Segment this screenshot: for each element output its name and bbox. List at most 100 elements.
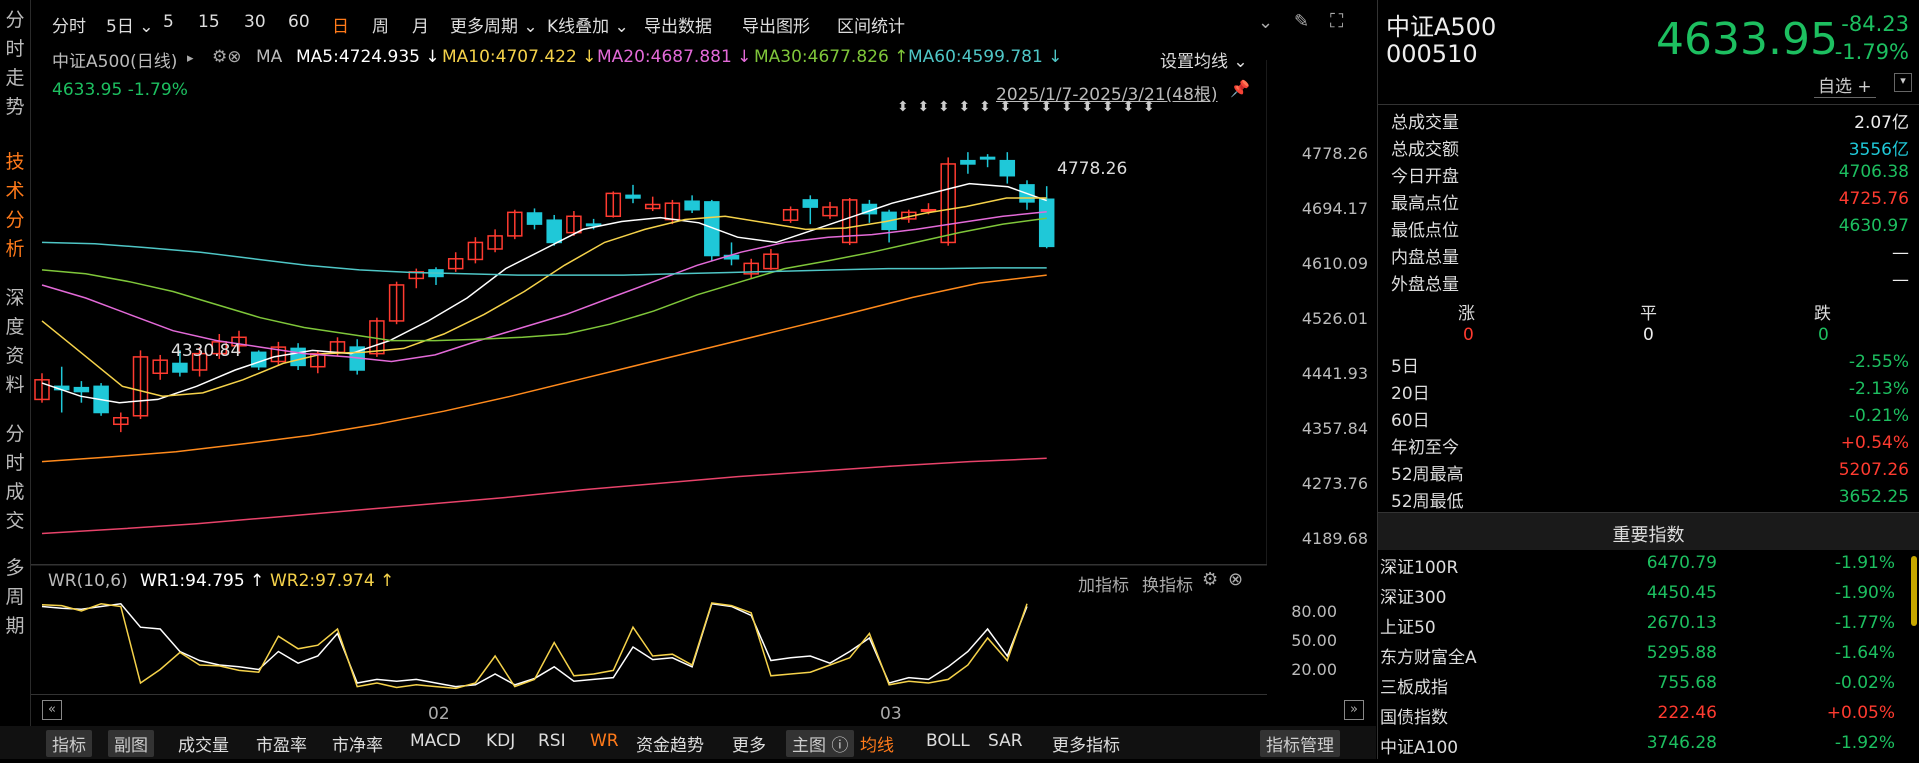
date-range[interactable]: 2025/1/7-2025/3/21(48根) [996, 85, 1218, 105]
subchart-tab[interactable]: 副图 [108, 730, 154, 757]
close-icon[interactable]: ⊗ [1228, 569, 1244, 590]
wr-tab[interactable]: WR [590, 731, 619, 751]
index-name: 中证A500 [1386, 13, 1497, 41]
left-tab-bar: 分时走势 技术分析 深度资料 分时成交 多周期 [0, 0, 31, 759]
price-tick: 4357.84 [1301, 419, 1368, 438]
marker-arrow-icon: ⬍ [1082, 99, 1094, 115]
set-ma-button[interactable]: 设置均线 ⌄ [1160, 52, 1248, 72]
tab-30min[interactable]: 30 [244, 12, 266, 32]
index-row[interactable]: 上证50 2670.13 -1.77% [1380, 613, 1895, 638]
sar-tab[interactable]: SAR [988, 731, 1023, 751]
perf-row: 20日 -2.13% [1391, 379, 1909, 404]
boll-tab[interactable]: BOLL [926, 731, 970, 751]
tab-5min[interactable]: 5 [163, 12, 174, 32]
candle-body [250, 351, 267, 368]
kline-chart[interactable]: 4330.84 4778.26 ⬍ ⬍ ⬍ ⬍ ⬍ ⬍ ⬍ ⬍ ⬍ ⬍ ⬍ ⬍ ⬍ [31, 60, 1267, 570]
chart-title: 中证A500(日线) [52, 52, 178, 72]
price-tick: 4189.68 [1301, 529, 1368, 548]
scrollbar[interactable] [1911, 556, 1917, 626]
tab-intraday-period[interactable]: 分时 [52, 17, 86, 37]
kline-overlay-dropdown[interactable]: K线叠加 ⌄ [547, 17, 629, 37]
low-annotation: 4330.84 [171, 341, 241, 361]
index-row[interactable]: 东方财富全A 5295.88 -1.64% [1380, 643, 1895, 668]
chevron-down-icon[interactable]: ▾ [1894, 73, 1912, 92]
kdj-tab[interactable]: KDJ [486, 731, 516, 751]
marker-arrow-icon: ⬍ [897, 99, 909, 115]
down-count: 0 [1818, 325, 1829, 345]
tab-5day[interactable]: 5日 ⌄ [106, 17, 154, 37]
more-tab[interactable]: 更多 [732, 736, 766, 756]
change-indicator-button[interactable]: 换指标 [1142, 576, 1193, 596]
tab-intraday-trades[interactable]: 分时成交 [5, 423, 25, 532]
indices-title: 重要指数 [1612, 525, 1685, 546]
price-tick: 4610.09 [1301, 254, 1368, 273]
pin-icon[interactable]: 📌 [1230, 79, 1250, 98]
fullscreen-icon[interactable]: ⛶ [1330, 10, 1344, 32]
pb-tab[interactable]: 市净率 [332, 736, 383, 756]
gear-icon[interactable]: ⚙ [1202, 569, 1219, 590]
more-periods-dropdown[interactable]: 更多周期 ⌄ [450, 17, 538, 37]
triangle-icon[interactable]: ▸ [187, 51, 194, 66]
export-chart-button[interactable]: 导出图形 [742, 17, 810, 37]
gear-close-icon[interactable]: ⚙⊗ [212, 47, 242, 67]
ma10-line [41, 197, 1047, 397]
tab-intraday[interactable]: 分时走势 [5, 9, 25, 118]
index-row[interactable]: 三板成指 755.68 -0.02% [1380, 673, 1895, 698]
index-row[interactable]: 深证100R 6470.79 -1.91% [1380, 553, 1895, 578]
scroll-right-icon[interactable]: » [1344, 700, 1364, 720]
ma-tab[interactable]: 均线 [860, 736, 894, 756]
draw-pen-icon[interactable]: ✎ [1294, 11, 1310, 32]
wr-chart[interactable] [31, 586, 1267, 696]
macd-tab[interactable]: MACD [410, 731, 461, 751]
up-count: 0 [1463, 325, 1474, 345]
indicator-manage-button[interactable]: 指标管理 [1260, 730, 1340, 757]
flat-label: 平 [1640, 304, 1657, 324]
tab-60min[interactable]: 60 [288, 12, 310, 32]
perf-row: 60日 -0.21% [1391, 406, 1909, 431]
tab-depth-info[interactable]: 深度资料 [5, 287, 25, 396]
pe-tab[interactable]: 市盈率 [256, 736, 307, 756]
stat-row: 外盘总量 — [1391, 270, 1909, 295]
index-row[interactable]: 中证A100 3746.28 -1.92% [1380, 733, 1895, 758]
wr2-value: WR2:97.974 ↑ [270, 571, 395, 591]
scroll-left-icon[interactable]: « [42, 700, 62, 720]
main-chart-tab[interactable]: 主图 ⓘ [786, 730, 855, 757]
range-stats-button[interactable]: 区间统计 [837, 17, 905, 37]
marker-arrow-icon: ⬍ [1102, 99, 1114, 115]
tab-weekly[interactable]: 周 [372, 17, 389, 37]
candle-body [940, 163, 956, 244]
rsi-tab[interactable]: RSI [538, 731, 566, 751]
price-pct: -1.79% [1834, 40, 1909, 64]
high-annotation: 4778.26 [1057, 159, 1127, 179]
settings-circle-icon[interactable]: ⌄ [1258, 12, 1274, 33]
tab-monthly[interactable]: 月 [412, 17, 429, 37]
volume-tab[interactable]: 成交量 [178, 736, 229, 756]
perf-row: 52周最高 5207.26 [1391, 460, 1909, 485]
candle-body [191, 352, 208, 371]
tab-technical-analysis[interactable]: 技术分析 [5, 151, 25, 260]
divider [31, 564, 1267, 565]
tab-15min[interactable]: 15 [198, 12, 220, 32]
perf-row: 5日 -2.55% [1391, 352, 1909, 377]
candle-body [34, 379, 50, 401]
money-trend-tab[interactable]: 资金趋势 [636, 736, 704, 756]
wr-tick: 20.00 [1291, 660, 1337, 679]
add-indicator-button[interactable]: 加指标 [1078, 576, 1129, 596]
x-label-mar: 03 [880, 704, 902, 724]
candle-body [644, 203, 661, 210]
wr-tick: 50.00 [1291, 631, 1337, 650]
price-tick: 4273.76 [1301, 474, 1368, 493]
marker-arrow-icon: ⬍ [938, 99, 950, 115]
index-row[interactable]: 深证300 4450.45 -1.90% [1380, 583, 1895, 608]
index-row[interactable]: 国债指数 222.46 +0.05% [1380, 703, 1895, 728]
tab-daily[interactable]: 日 [332, 17, 349, 37]
watchlist-button[interactable]: 自选 + [1814, 72, 1876, 98]
x-label-feb: 02 [428, 704, 450, 724]
candle-body [507, 211, 523, 237]
tab-multi-period[interactable]: 多周期 [5, 557, 25, 637]
export-data-button[interactable]: 导出数据 [644, 17, 712, 37]
candle-body [231, 336, 247, 347]
time-axis [31, 694, 1267, 728]
indicator-tab[interactable]: 指标 [46, 730, 92, 757]
more-indicators-tab[interactable]: 更多指标 [1052, 736, 1120, 756]
